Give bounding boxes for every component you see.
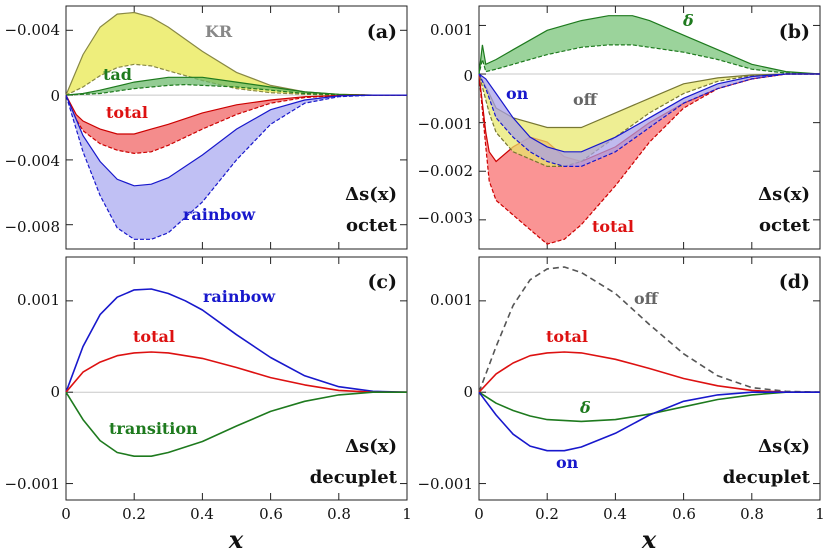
panel-b-band-on-upper-edge xyxy=(478,73,820,153)
panel-b-band-delta-lower-edge xyxy=(478,44,821,75)
panel-c-series-transition xyxy=(65,391,407,458)
panel-b-band-off xyxy=(479,74,820,167)
panel-d-xtick-label: 0.8 xyxy=(740,505,764,523)
panel-c: 0.001 0 −0.001 rainbow total transition … xyxy=(4,256,412,554)
panel-b-quantity: Δs(x) xyxy=(758,184,810,205)
panel-c-marks xyxy=(65,288,408,458)
panel-d-xtick-label: 0 xyxy=(474,505,484,523)
panel-d-ytick-label: −0.001 xyxy=(417,475,473,493)
panel-d-label-delta: δ xyxy=(579,398,591,417)
panel-d-series-off xyxy=(478,266,821,393)
panel-b-multiplet: octet xyxy=(759,215,811,236)
panel-b-ytick-label: −0.003 xyxy=(417,209,473,227)
panel-c-tag: (c) xyxy=(367,271,397,293)
panel-a-band-kr xyxy=(66,12,407,96)
panel-b-band-on-lower-edge xyxy=(478,73,820,167)
panel-c-quantity: Δs(x) xyxy=(345,436,397,457)
panel-a-band-rainbow xyxy=(66,95,407,240)
panel-a-ytick-label: 0 xyxy=(50,87,60,105)
panel-a-band-tad xyxy=(66,77,407,96)
panel-a-ytick-label: −0.004 xyxy=(4,152,60,170)
panel-d-series-on xyxy=(478,391,820,452)
panel-b-ticks xyxy=(478,6,821,249)
panel-d-marks xyxy=(478,266,821,452)
panel-a-label-rainbow: rainbow xyxy=(183,205,256,224)
panel-b-label-delta: δ xyxy=(682,11,694,30)
panel-b-ytick-label: −0.002 xyxy=(417,162,473,180)
panel-d-xtick-label: 0.4 xyxy=(603,505,627,523)
panel-c-xtick-label: 1 xyxy=(402,505,412,523)
panel-c-ytick-label: 0.001 xyxy=(17,291,60,309)
panel-a-multiplet: octet xyxy=(346,215,398,236)
panel-c-series-total xyxy=(65,351,407,394)
panel-a-tag: (a) xyxy=(367,21,397,43)
panel-d-ytick-label: 0.001 xyxy=(430,291,473,309)
panel-b-ytick-label: 0.001 xyxy=(430,21,473,39)
panel-c-ytick-label: 0 xyxy=(50,383,60,401)
panel-a-band-total-lower-edge xyxy=(65,94,407,155)
panel-c-xtick-label: 0.2 xyxy=(122,505,146,523)
panel-a-quantity: Δs(x) xyxy=(345,184,397,205)
panel-d-xtick-label: 0.2 xyxy=(535,505,559,523)
panel-b-marks xyxy=(478,15,821,245)
panel-a-band-tad-lower-edge xyxy=(65,83,407,96)
panel-c-xtick-label: 0 xyxy=(61,505,71,523)
panel-c-frame xyxy=(65,256,408,501)
panel-a-band-rainbow-lower-edge xyxy=(65,94,407,240)
panel-a-band-total xyxy=(66,95,407,154)
panel-a-ytick-label: −0.008 xyxy=(4,218,60,236)
panel-d-xtick-label: 0.6 xyxy=(672,505,696,523)
panel-a-label-total: total xyxy=(106,103,148,122)
panel-b-ytick-label: 0 xyxy=(463,67,473,85)
panel-d-frame xyxy=(478,256,821,501)
panel-d-label-on: on xyxy=(556,453,579,472)
panel-b-band-delta-upper-edge xyxy=(478,15,821,75)
panel-d-series-total xyxy=(478,351,820,394)
panel-c-label-transition: transition xyxy=(109,419,198,438)
panel-d-xtick-label: 1 xyxy=(815,505,825,523)
panel-d-tag: (d) xyxy=(779,271,810,293)
panel-c-xtick-label: 0.4 xyxy=(190,505,214,523)
panel-d-label-off: off xyxy=(634,289,659,308)
panel-a-marks xyxy=(65,11,407,240)
panel-c-x-axis-label: x xyxy=(228,525,244,554)
panel-b-band-total xyxy=(479,74,820,245)
panel-b-band-delta xyxy=(479,15,820,74)
panel-d-multiplet: decuplet xyxy=(723,467,811,488)
panel-d-label-total: total xyxy=(546,327,588,346)
panel-c-label-rainbow: rainbow xyxy=(203,287,276,306)
panel-a-band-rainbow-upper-edge xyxy=(65,94,407,187)
panel-d-x-axis-label: x xyxy=(641,525,657,554)
panel-c-series-rainbow xyxy=(65,288,408,393)
panel-a-label-kr: KR xyxy=(205,22,233,41)
panel-d-ytick-label: 0 xyxy=(463,383,473,401)
panel-c-ytick-label: −0.001 xyxy=(4,475,60,493)
panel-c-multiplet: decuplet xyxy=(310,467,398,488)
panel-c-xtick-label: 0.6 xyxy=(259,505,283,523)
panel-d-series-delta xyxy=(478,391,820,423)
panel-a-label-tad: tad xyxy=(103,65,132,84)
panel-c-label-total: total xyxy=(133,327,175,346)
panel-b-label-total: total xyxy=(592,217,634,236)
panel-a-ytick-label: −0.004 xyxy=(4,21,60,39)
panel-b-tag: (b) xyxy=(779,21,810,43)
panel-b-label-off: off xyxy=(573,90,598,109)
panel-c-ticks xyxy=(65,257,408,500)
panel-b-label-on: on xyxy=(506,84,529,103)
panel-a: −0.004 0 −0.004 −0.008 KR tad total rain… xyxy=(4,5,408,250)
panel-c-xtick-label: 0.8 xyxy=(327,505,351,523)
panel-b-band-on xyxy=(479,74,820,167)
panel-b-ytick-label: −0.001 xyxy=(417,115,473,133)
panel-d: 0.001 0 −0.001 off total δ on (d) Δs(x) … xyxy=(417,256,825,554)
panel-d-quantity: Δs(x) xyxy=(758,436,810,457)
panel-b: 0.001 0 −0.001 −0.002 −0.003 δ on off to… xyxy=(417,5,821,250)
